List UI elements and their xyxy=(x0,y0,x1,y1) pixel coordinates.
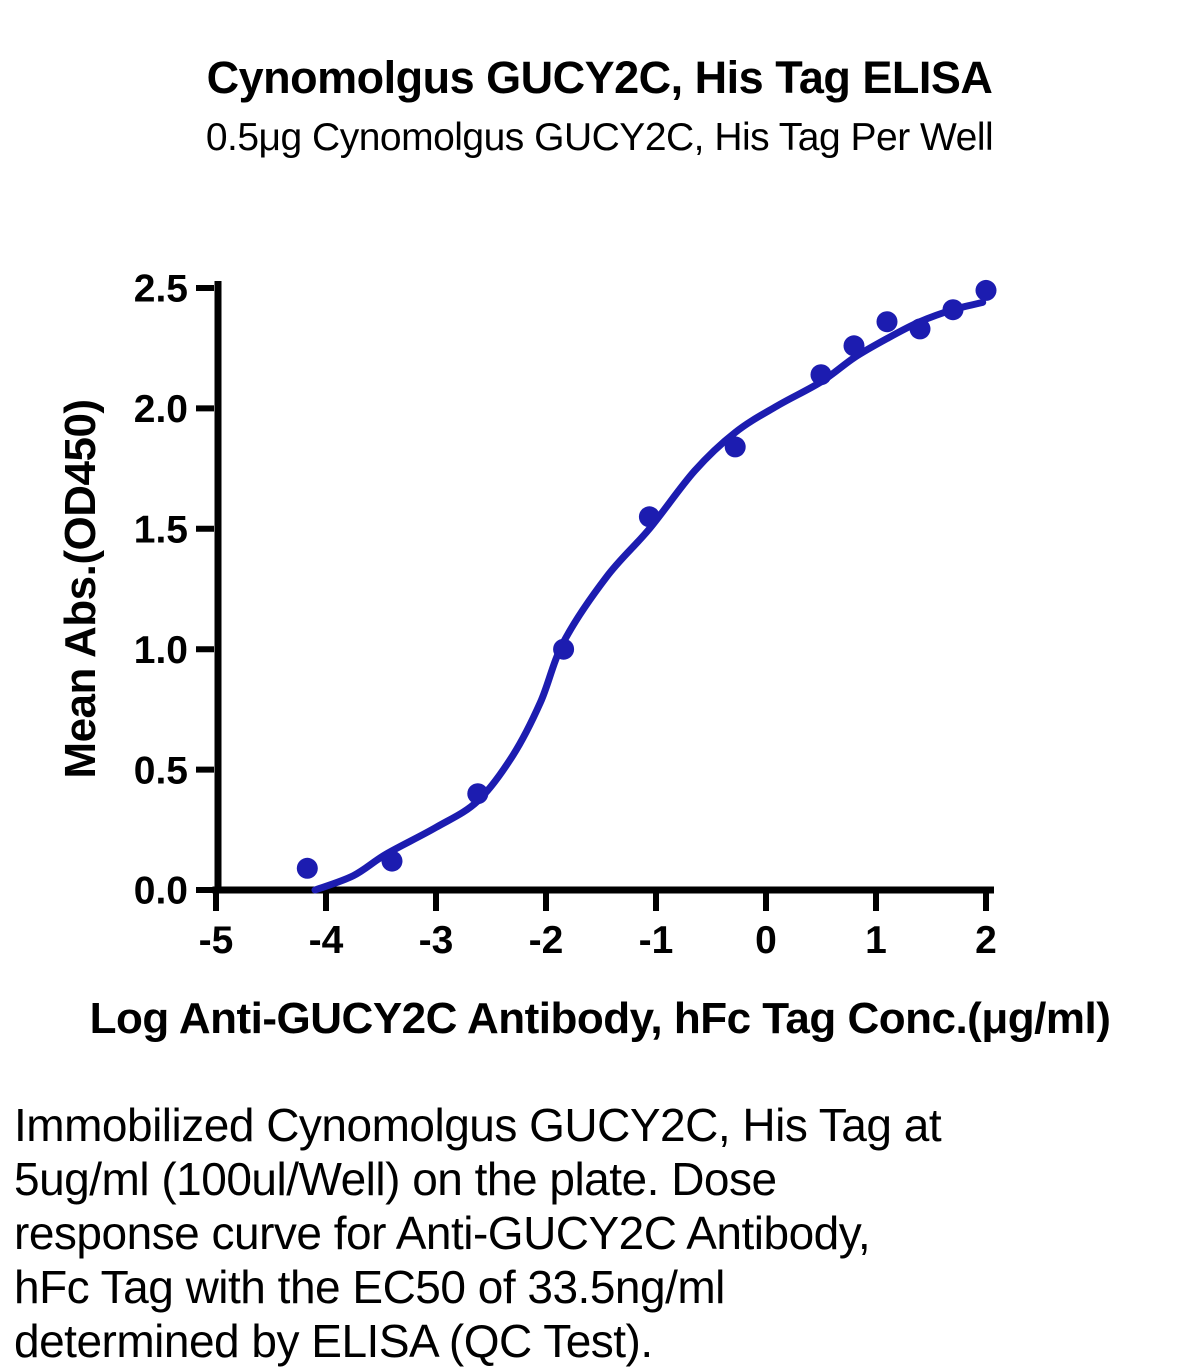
y-tick-label: 1.0 xyxy=(134,629,188,672)
x-tick-label: 0 xyxy=(755,919,777,962)
data-point xyxy=(638,506,660,528)
x-tick-label: -1 xyxy=(639,919,674,962)
x-tick-label: -2 xyxy=(529,919,564,962)
x-axis: -5 -4 -3 -2 -1 0 1 2 Log Anti-GUCY2C Antibody, … xyxy=(90,886,1111,1043)
data-point xyxy=(381,850,403,872)
elisa-dose-response-chart: 0.0 0.5 1.0 1.5 2.0 2.5 Mean Abs.(OD450) -5 -4… xyxy=(56,268,1111,1043)
x-axis-title: Log Anti-GUCY2C Antibody, hFc Tag Conc.(… xyxy=(90,994,1111,1043)
x-ticks xyxy=(213,893,989,911)
x-tick-labels: -5 -4 -3 -2 -1 0 1 2 xyxy=(199,919,997,962)
caption-line: 5ug/ml (100ul/Well) on the plate. Dose xyxy=(14,1153,777,1205)
chart-title: Cynomolgus GUCY2C, His Tag ELISA xyxy=(206,52,993,103)
y-tick-labels: 0.0 0.5 1.0 1.5 2.0 2.5 xyxy=(134,268,188,913)
caption-line: response curve for Anti-GUCY2C Antibody, xyxy=(14,1207,871,1259)
x-tick-label: 1 xyxy=(865,919,887,962)
data-point xyxy=(876,311,898,333)
data-point xyxy=(810,364,832,386)
data-point xyxy=(467,783,489,805)
data-point xyxy=(296,857,318,879)
y-axis-title: Mean Abs.(OD450) xyxy=(56,399,105,778)
x-tick-label: -5 xyxy=(199,919,234,962)
data-point xyxy=(942,299,964,321)
data-point xyxy=(553,638,575,660)
fit-curve xyxy=(311,298,987,894)
x-tick-label: -3 xyxy=(419,919,454,962)
y-tick-label: 2.0 xyxy=(134,388,188,431)
y-tick-label: 2.5 xyxy=(134,268,188,311)
x-tick-label: -4 xyxy=(309,919,344,962)
data-point xyxy=(975,279,997,301)
y-tick-label: 0.0 xyxy=(134,870,188,913)
caption: Immobilized Cynomolgus GUCY2C, His Tag a… xyxy=(14,1098,1094,1368)
y-tick-label: 0.5 xyxy=(134,749,188,792)
data-points xyxy=(296,279,997,879)
x-tick-label: 2 xyxy=(975,919,997,962)
y-ticks xyxy=(196,285,214,893)
data-point xyxy=(843,335,865,357)
data-point xyxy=(909,318,931,340)
caption-line: determined by ELISA (QC Test). xyxy=(14,1315,653,1367)
y-tick-label: 1.5 xyxy=(134,508,188,551)
y-axis: 0.0 0.5 1.0 1.5 2.0 2.5 Mean Abs.(OD450) xyxy=(56,268,222,913)
caption-line: Immobilized Cynomolgus GUCY2C, His Tag a… xyxy=(14,1099,942,1151)
caption-line: hFc Tag with the EC50 of 33.5ng/ml xyxy=(14,1261,725,1313)
data-point xyxy=(724,436,746,458)
chart-subtitle: 0.5μg Cynomolgus GUCY2C, His Tag Per Wel… xyxy=(205,116,994,159)
